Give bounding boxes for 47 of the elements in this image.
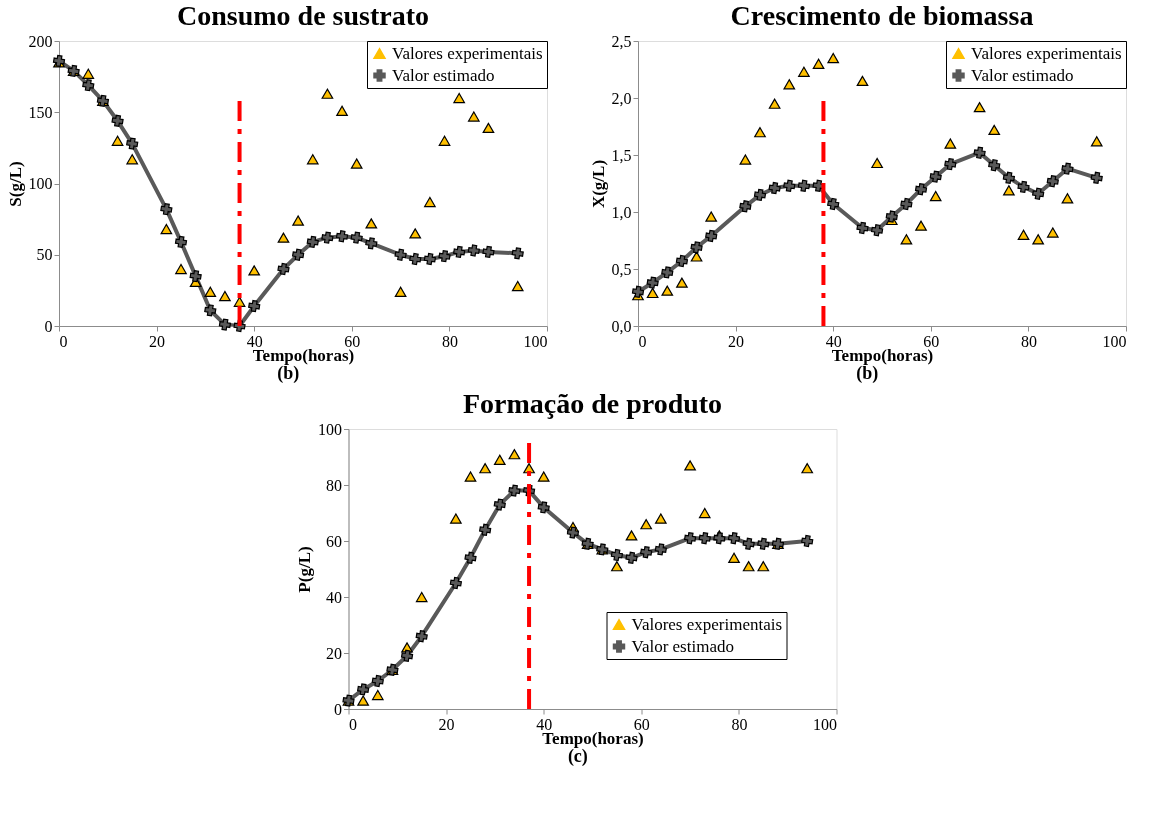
x-tick-label: 80 — [1020, 332, 1037, 350]
y-tick-label: 50 — [36, 246, 53, 264]
chart-title: Crescimento de biomassa — [730, 0, 1034, 31]
y-tick-label: 0,0 — [611, 317, 632, 335]
x-tick-label: 20 — [728, 332, 745, 350]
x-tick-label: 0 — [349, 715, 357, 733]
y-axis-title: S(g/L) — [5, 161, 25, 207]
chart-title: Formação de produto — [462, 388, 723, 419]
x-tick-label: 100 — [813, 715, 837, 733]
y-tick-label: 100 — [318, 420, 342, 438]
x-tick-label: 100 — [1102, 332, 1127, 350]
y-tick-label: 100 — [28, 175, 53, 192]
x-tick-label: 40 — [825, 332, 842, 350]
y-tick-label: 20 — [326, 644, 342, 662]
legend-label: Valor estimado — [971, 65, 1074, 85]
x-tick-label: 60 — [633, 715, 650, 733]
legend-label: Valor estimado — [392, 65, 495, 85]
legend-label: Valores experimentais — [631, 614, 783, 634]
x-tick-label: 60 — [344, 332, 361, 350]
y-tick-label: 2,5 — [611, 32, 632, 50]
y-tick-label: 1,0 — [611, 203, 632, 221]
x-tick-label: 0 — [638, 332, 647, 350]
y-tick-label: 150 — [28, 103, 53, 121]
legend-label: Valores experimentais — [971, 43, 1122, 63]
y-axis-title: X(g/L) — [588, 159, 608, 209]
legend-label: Valores experimentais — [392, 43, 543, 63]
legend-label: Valor estimado — [631, 636, 734, 656]
y-tick-label: 0 — [334, 700, 342, 718]
x-tick-label: 60 — [923, 332, 940, 350]
x-tick-label: 80 — [441, 332, 458, 350]
y-tick-label: 40 — [326, 588, 342, 606]
y-tick-label: 200 — [28, 32, 53, 50]
x-tick-label: 20 — [438, 715, 455, 733]
x-tick-label: 0 — [59, 332, 68, 350]
x-tick-label: 40 — [536, 715, 553, 733]
y-tick-label: 2,0 — [611, 89, 632, 107]
x-tick-label: 20 — [149, 332, 166, 350]
y-tick-label: 60 — [326, 532, 342, 550]
y-tick-label: 0,5 — [611, 260, 632, 278]
y-tick-label: 80 — [326, 476, 342, 494]
chart-title: Consumo de sustrato — [176, 0, 430, 31]
y-tick-label: 0 — [44, 317, 53, 335]
x-tick-label: 100 — [523, 332, 548, 350]
y-tick-label: 1,5 — [611, 146, 632, 164]
x-tick-label: 40 — [246, 332, 263, 350]
x-tick-label: 80 — [731, 715, 748, 733]
y-axis-title: P(g/L) — [295, 546, 314, 593]
